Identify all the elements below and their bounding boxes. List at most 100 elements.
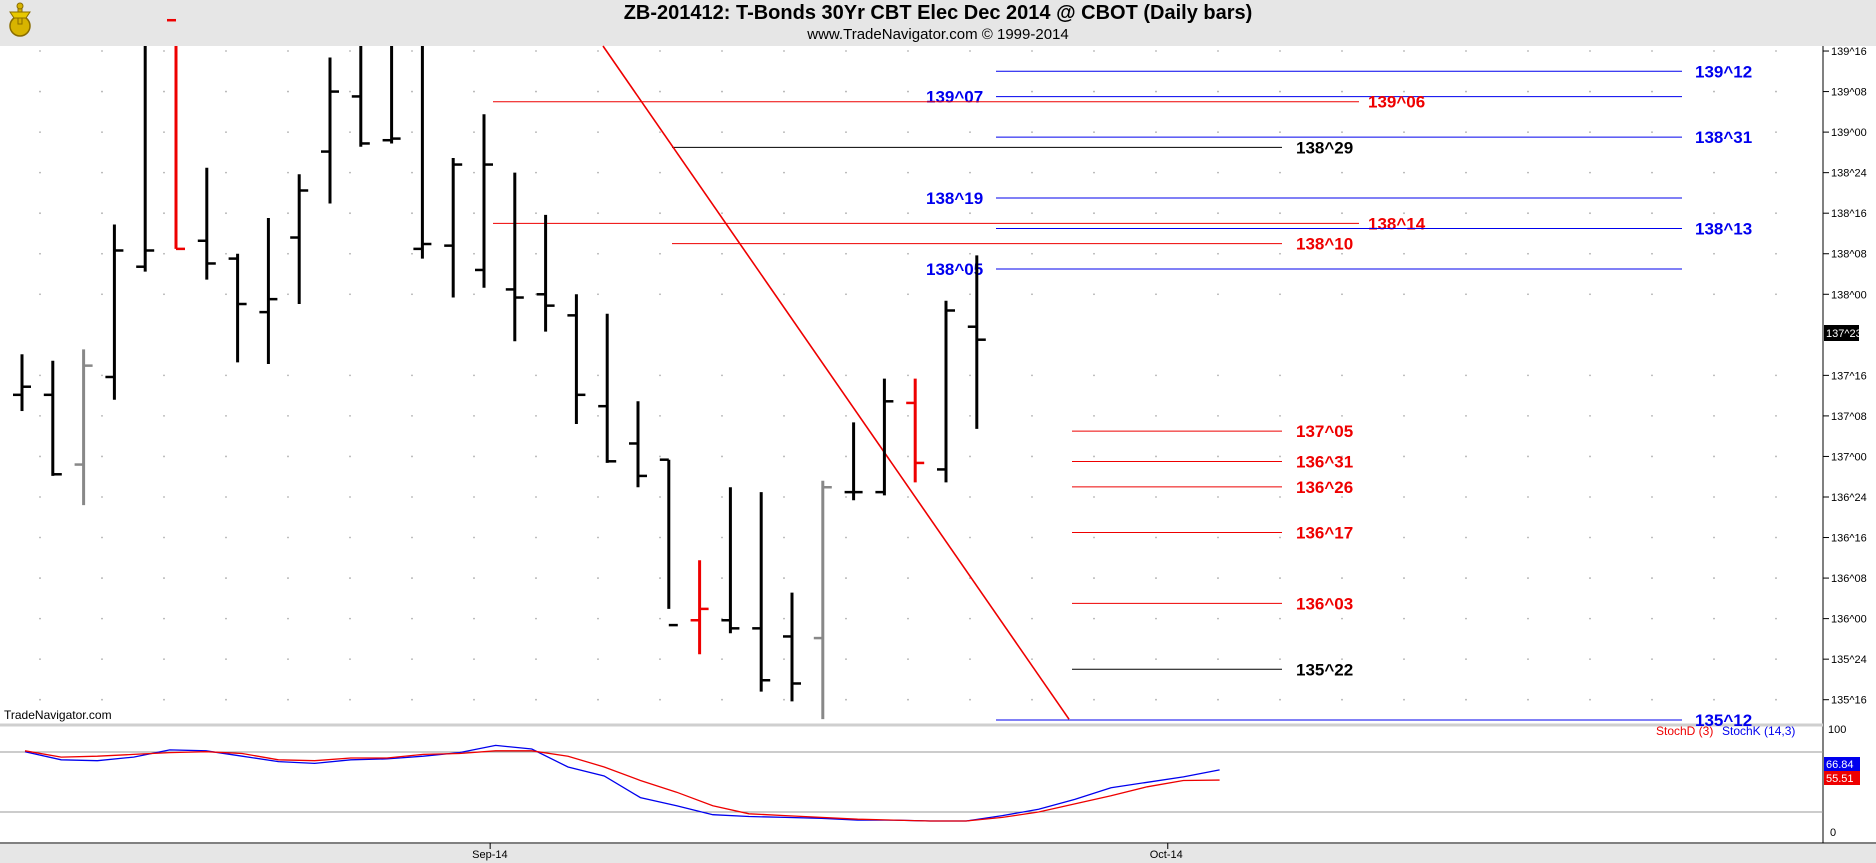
price-bar[interactable] [629, 401, 647, 488]
price-bar[interactable] [875, 378, 894, 496]
price-bar[interactable] [721, 487, 740, 634]
grid-dot [101, 50, 103, 52]
price-bar[interactable] [321, 57, 339, 204]
price-bar[interactable] [167, 18, 185, 251]
grid-dot [1651, 252, 1653, 255]
grid-dot [225, 577, 227, 579]
grid-dot [845, 658, 847, 661]
grid-dot [597, 698, 599, 701]
price-bar[interactable] [351, 46, 370, 147]
grid-dot [1403, 415, 1405, 417]
price-bar[interactable] [43, 360, 62, 476]
grid-dot [969, 374, 971, 377]
grid-dot [597, 50, 599, 52]
price-bar[interactable] [598, 313, 617, 463]
grid-dot [1031, 455, 1033, 458]
grid-dot [39, 577, 41, 579]
price-bar[interactable] [783, 592, 801, 702]
stoch-legend-k: StochK (14,3) [1722, 724, 1795, 738]
grid-dot [1589, 374, 1591, 377]
grid-dot [535, 212, 537, 215]
grid-dot [1713, 293, 1715, 296]
price-bar[interactable] [290, 174, 309, 305]
grid-dot [907, 577, 909, 579]
price-bar[interactable] [13, 354, 31, 412]
grid-dot [1527, 90, 1529, 93]
grid-dot [1465, 536, 1467, 539]
price-bar[interactable] [105, 224, 124, 400]
price-bar[interactable] [382, 46, 401, 144]
price-bar[interactable] [259, 218, 278, 365]
grid-dot [287, 131, 289, 134]
grid-dot [473, 374, 475, 377]
grid-dot [287, 617, 289, 620]
stoch-d-value-box [1824, 771, 1860, 785]
grid-dot [1093, 131, 1095, 134]
grid-dot [783, 131, 785, 134]
grid-dot [1775, 252, 1777, 255]
grid-dot [1465, 212, 1467, 215]
price-bar[interactable] [937, 300, 955, 483]
price-bar[interactable] [752, 492, 771, 692]
grid-dot [349, 293, 351, 296]
last-price-label: 137^23 [1826, 328, 1862, 340]
grid-dot [1217, 212, 1219, 215]
grid-dot [659, 90, 661, 93]
price-bar[interactable] [228, 253, 247, 363]
grid-dot [287, 212, 289, 215]
grid-dot [1527, 658, 1529, 661]
grid-dot [1279, 658, 1281, 661]
grid-dot [163, 171, 165, 174]
trend-line[interactable] [602, 45, 1070, 720]
logo-icon [9, 2, 31, 37]
grid-dot [1403, 293, 1405, 296]
price-bar[interactable] [475, 114, 493, 288]
price-bar[interactable] [74, 349, 93, 506]
price-bar[interactable] [906, 378, 925, 483]
grid-dot [349, 171, 351, 174]
price-bar[interactable] [690, 560, 709, 655]
grid-dot [225, 658, 227, 661]
grid-dot [225, 455, 227, 458]
price-bar[interactable] [536, 214, 555, 332]
price-bar[interactable] [444, 158, 463, 298]
grid-dot [907, 658, 909, 661]
grid-dot [101, 252, 103, 255]
price-bar[interactable] [659, 458, 678, 627]
grid-dot [1651, 536, 1653, 539]
grid-dot [845, 496, 847, 498]
grid-dot [907, 90, 909, 93]
price-bar[interactable] [813, 480, 832, 720]
grid-dot [721, 658, 723, 661]
grid-dot [287, 293, 289, 296]
grid-dot [473, 415, 475, 417]
grid-dot [1589, 252, 1591, 255]
grid-dot [101, 415, 103, 417]
grid-dot [349, 658, 351, 661]
price-bar[interactable] [567, 294, 586, 425]
price-bar[interactable] [967, 255, 986, 429]
grid-dot [1775, 496, 1777, 498]
grid-dot [411, 455, 413, 458]
grid-dot [1217, 617, 1219, 620]
grid-dot [1651, 212, 1653, 215]
price-bar[interactable] [136, 46, 155, 272]
price-bar[interactable] [413, 46, 432, 259]
price-bar[interactable] [844, 422, 863, 501]
stoch-d-value: 55.51 [1826, 773, 1854, 785]
grid-dot [163, 698, 165, 701]
grid-dot [1341, 293, 1343, 296]
grid-dot [597, 131, 599, 134]
grid-dot [349, 131, 351, 134]
grid-dot [1155, 455, 1157, 458]
grid-dot [473, 90, 475, 93]
grid-dot [101, 698, 103, 701]
grid-dot [845, 131, 847, 134]
grid-dot [101, 374, 103, 377]
grid-dot [597, 171, 599, 174]
price-bar[interactable] [505, 172, 524, 342]
grid-dot [1589, 212, 1591, 215]
price-bar[interactable] [197, 167, 216, 280]
grid-dot [659, 131, 661, 134]
